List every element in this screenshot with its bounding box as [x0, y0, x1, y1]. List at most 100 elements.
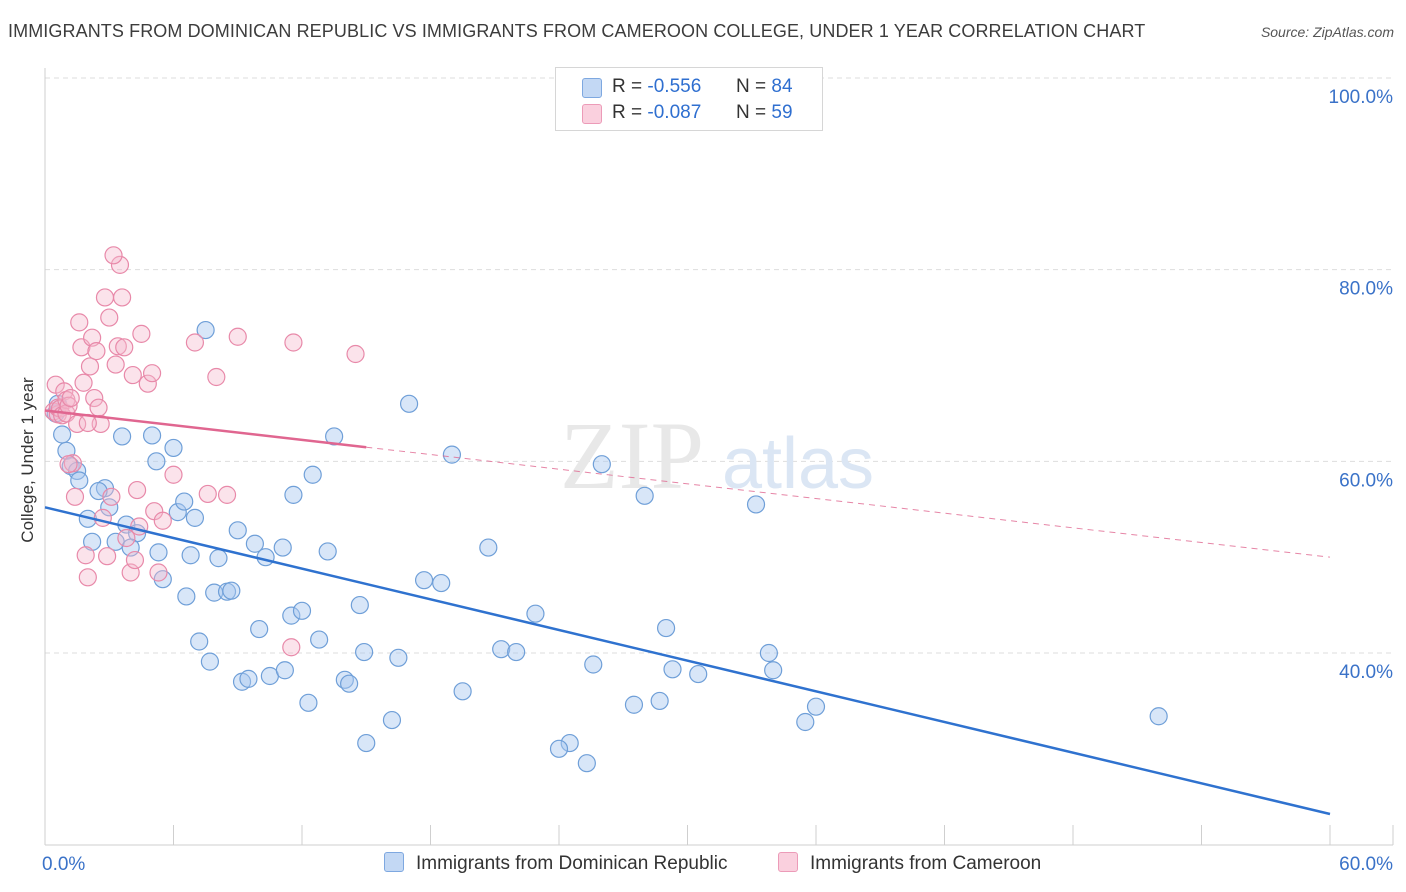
- point-dominican: [432, 573, 451, 593]
- point-cameroon: [80, 357, 100, 376]
- chart-title: IMMIGRANTS FROM DOMINICAN REPUBLIC VS IM…: [8, 21, 1146, 41]
- legend-n-value: 59: [771, 102, 793, 123]
- axes: [44, 68, 1394, 846]
- point-cameroon: [142, 364, 162, 383]
- point-dominican: [284, 485, 303, 504]
- trend-lines: [44, 409, 1331, 816]
- legend-swatch-dominican: [582, 78, 602, 98]
- point-dominican: [624, 695, 644, 714]
- y-tick-label: 40.0%: [1339, 662, 1393, 683]
- point-cameroon: [85, 388, 104, 408]
- point-cameroon: [76, 546, 95, 565]
- point-dominican: [245, 534, 264, 553]
- point-cameroon: [104, 246, 123, 265]
- point-cameroon: [138, 374, 157, 393]
- point-dominican: [200, 652, 220, 671]
- point-dominican: [414, 571, 434, 590]
- point-dominican: [560, 733, 579, 753]
- point-dominican: [325, 427, 344, 446]
- point-cameroon: [282, 638, 301, 657]
- point-cameroon: [83, 328, 102, 347]
- point-cameroon: [59, 455, 78, 474]
- point-cameroon: [91, 414, 110, 434]
- point-dominican: [318, 542, 337, 561]
- grid-lines: [45, 77, 1393, 654]
- point-dominican: [656, 618, 676, 638]
- point-cameroon: [89, 398, 108, 417]
- point-cameroon: [110, 255, 130, 274]
- point-dominican: [181, 546, 200, 565]
- point-cameroon: [284, 333, 303, 352]
- point-cameroon: [95, 288, 115, 307]
- bottom-legend-label-dominican: Immigrants from Dominican Republic: [416, 853, 728, 874]
- point-dominican: [453, 682, 472, 701]
- watermark-atlas: atlas: [722, 424, 874, 504]
- bottom-legend-label-cameroon: Immigrants from Cameroon: [810, 853, 1042, 874]
- tick-labels: 40.0% 60.0% 80.0% 100.0% 0.0% 60.0%: [42, 87, 1393, 875]
- point-dominican: [399, 394, 419, 413]
- point-dominican: [299, 693, 318, 712]
- point-cameroon: [98, 547, 117, 566]
- point-dominican: [53, 425, 72, 444]
- point-dominican: [303, 465, 322, 484]
- point-dominican: [592, 455, 611, 474]
- x-tick-label: 0.0%: [42, 854, 85, 875]
- point-cameroon: [164, 465, 183, 484]
- x-tick-label: 60.0%: [1339, 854, 1393, 875]
- legend-n-label: N =: [736, 102, 767, 123]
- bottom-legend-swatch-dominican: [384, 852, 404, 872]
- point-dominican: [147, 452, 166, 471]
- point-dominican: [256, 548, 275, 567]
- bottom-legend-swatch-cameroon: [778, 852, 798, 872]
- y-tick-label: 100.0%: [1329, 87, 1394, 108]
- point-cameroon: [117, 528, 136, 548]
- point-cameroon: [70, 313, 89, 332]
- point-dominican: [310, 630, 329, 649]
- point-dominican: [70, 471, 89, 490]
- point-cameroon: [74, 373, 93, 392]
- trend-line-cameroon: [44, 409, 367, 449]
- point-dominican: [382, 710, 402, 730]
- point-cameroon: [132, 324, 151, 343]
- point-dominican: [355, 642, 374, 662]
- point-cameroon: [65, 487, 85, 506]
- point-dominican: [340, 674, 359, 693]
- legend-n-label: N =: [736, 76, 767, 97]
- point-dominican: [650, 691, 669, 711]
- point-dominican: [526, 604, 545, 623]
- point-dominican: [389, 648, 408, 667]
- point-dominican: [112, 427, 132, 446]
- point-cameroon: [102, 487, 121, 506]
- series-cameroon-points: [44, 246, 365, 657]
- point-dominican: [190, 632, 209, 651]
- point-dominican: [282, 606, 301, 625]
- legend-r-value: -0.556: [647, 76, 702, 97]
- point-cameroon: [108, 337, 127, 356]
- point-dominican: [759, 643, 778, 663]
- point-cameroon: [198, 484, 217, 504]
- legend-r-label: R =: [612, 76, 643, 97]
- point-cameroon: [127, 480, 147, 500]
- point-cameroon: [346, 344, 365, 364]
- point-dominican: [228, 521, 247, 540]
- point-cameroon: [217, 485, 237, 504]
- point-dominican: [796, 712, 815, 732]
- point-dominican: [663, 660, 682, 679]
- point-cameroon: [87, 342, 106, 361]
- legend-box: R = -0.556 N = 84 R = -0.087 N = 59: [555, 67, 823, 131]
- point-dominican: [806, 697, 826, 716]
- point-cameroon: [115, 338, 134, 357]
- legend-swatch-cameroon: [582, 104, 602, 124]
- point-dominican: [357, 733, 376, 753]
- point-cameroon: [207, 367, 226, 387]
- point-dominican: [507, 642, 526, 662]
- bottom-legend-cameroon: Immigrants from Cameroon: [778, 852, 1041, 875]
- watermark-zip: ZIP: [560, 402, 704, 509]
- point-cameroon: [125, 550, 145, 570]
- point-cameroon: [153, 511, 172, 530]
- point-dominican: [549, 739, 569, 758]
- point-dominican: [185, 508, 205, 527]
- point-dominican: [209, 549, 228, 568]
- point-cameroon: [149, 563, 168, 582]
